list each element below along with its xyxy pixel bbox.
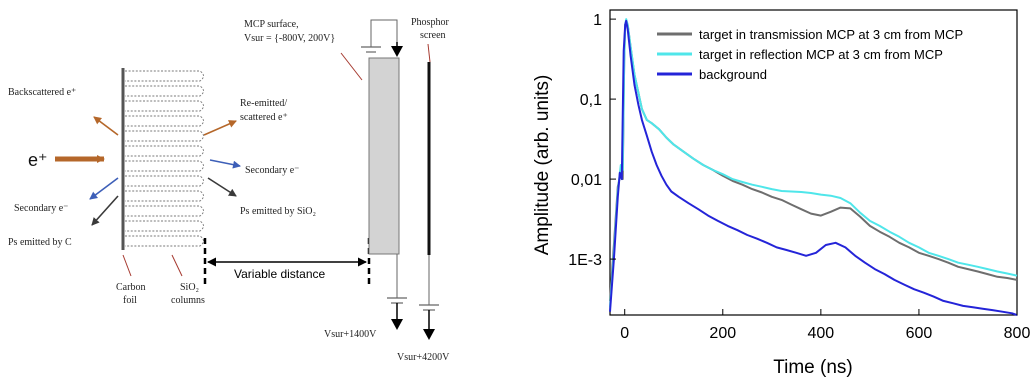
sio2-columns xyxy=(125,70,204,247)
reemitted-arrow xyxy=(203,120,237,136)
detector-diagram: e⁺ Backscattered e⁺ Secondary e⁻ Ps emit… xyxy=(8,17,450,363)
phosphor-arrowhead xyxy=(423,329,435,340)
sio2-columns-label-1: SiO₂ xyxy=(180,282,199,293)
mcp-pointer xyxy=(340,52,363,81)
backscattered-arrow xyxy=(93,116,119,136)
sio2-columns-pointer xyxy=(171,254,183,277)
mcp-block xyxy=(368,57,400,255)
sio2-column xyxy=(125,190,204,202)
sio2-column xyxy=(125,70,204,82)
mcp-bottom-arrowhead xyxy=(391,319,403,330)
sio2-column xyxy=(125,205,204,217)
x-tick-label: 0 xyxy=(620,325,629,342)
amplitude-chart: 1 0,1 0,01 1E-3 0 200 400 600 800 Time (ns) Amp… xyxy=(532,9,1030,378)
carbon-foil-label-2: foil xyxy=(123,295,137,306)
y-tick-label: 0,01 xyxy=(571,172,602,189)
y-tick-label: 0,1 xyxy=(580,92,602,109)
sio2-column xyxy=(125,175,204,187)
positron-label: e⁺ xyxy=(28,150,48,170)
sio2-columns-label-2: columns xyxy=(171,295,205,306)
x-axis-label: Time (ns) xyxy=(773,357,853,378)
phosphor-label-2: screen xyxy=(420,30,446,41)
sio2-column xyxy=(125,220,204,232)
mcp-top-arrowhead xyxy=(391,46,403,57)
x-tick-label: 400 xyxy=(808,325,835,342)
sio2-column xyxy=(125,130,204,142)
secondary-left-arrow xyxy=(89,177,119,200)
plot-frame xyxy=(609,9,1018,316)
phosphor-voltage-label: Vsur+4200V xyxy=(397,352,450,363)
ps-c-label: Ps emitted by C xyxy=(8,237,72,248)
carbon-foil-pointer xyxy=(122,254,132,277)
x-tick-layer: 0 200 400 600 800 xyxy=(620,309,1030,342)
backscattered-label: Backscattered e⁺ xyxy=(8,87,76,98)
series-line-2 xyxy=(609,18,1018,308)
y-tick-label: 1 xyxy=(593,12,602,29)
series-line-1 xyxy=(609,19,1018,301)
sio2-column xyxy=(125,145,204,157)
mcp-voltage-label: Vsur = {-800V, 200V} xyxy=(244,33,335,44)
y-tick-layer: 1 0,1 0,01 1E-3 xyxy=(568,12,616,269)
variable-distance-label: Variable distance xyxy=(234,267,325,281)
x-tick-label: 200 xyxy=(709,325,736,342)
series-line-3 xyxy=(609,19,1018,316)
reemitted-label-1: Re-emitted/ xyxy=(240,98,287,109)
y-axis-label: Amplitude (arb. units) xyxy=(532,75,553,256)
reemitted-label-2: scattered e⁺ xyxy=(240,112,288,123)
mcp-top-wire xyxy=(370,19,398,48)
x-tick-label: 600 xyxy=(906,325,933,342)
legend-label: target in transmission MCP at 3 cm from … xyxy=(699,27,963,42)
sio2-column xyxy=(125,115,204,127)
ps-sio2-label: Ps emitted by SiO₂ xyxy=(240,206,316,217)
sio2-column xyxy=(125,100,204,112)
phosphor-pointer xyxy=(427,43,431,63)
legend-label: background xyxy=(699,67,767,82)
mcp-bottom-voltage-label: Vsur+1400V xyxy=(324,329,377,340)
series-layer xyxy=(609,18,1018,316)
secondary-right-label: Secondary e⁻ xyxy=(245,165,299,176)
legend: target in transmission MCP at 3 cm from … xyxy=(657,27,963,82)
legend-label: target in reflection MCP at 3 cm from MC… xyxy=(699,47,943,62)
ps-c-arrow xyxy=(91,195,119,226)
phosphor-label-1: Phosphor xyxy=(411,17,449,28)
mcp-surface-label: MCP surface, xyxy=(244,19,299,30)
carbon-foil-label-1: Carbon xyxy=(116,282,145,293)
secondary-right-arrow xyxy=(209,159,241,169)
sio2-column xyxy=(125,235,204,247)
sio2-column xyxy=(125,160,204,172)
y-tick-label: 1E-3 xyxy=(568,252,602,269)
sio2-column xyxy=(125,85,204,97)
ps-sio2-arrow xyxy=(207,177,237,197)
x-tick-label: 800 xyxy=(1004,325,1031,342)
secondary-left-label: Secondary e⁻ xyxy=(14,203,68,214)
